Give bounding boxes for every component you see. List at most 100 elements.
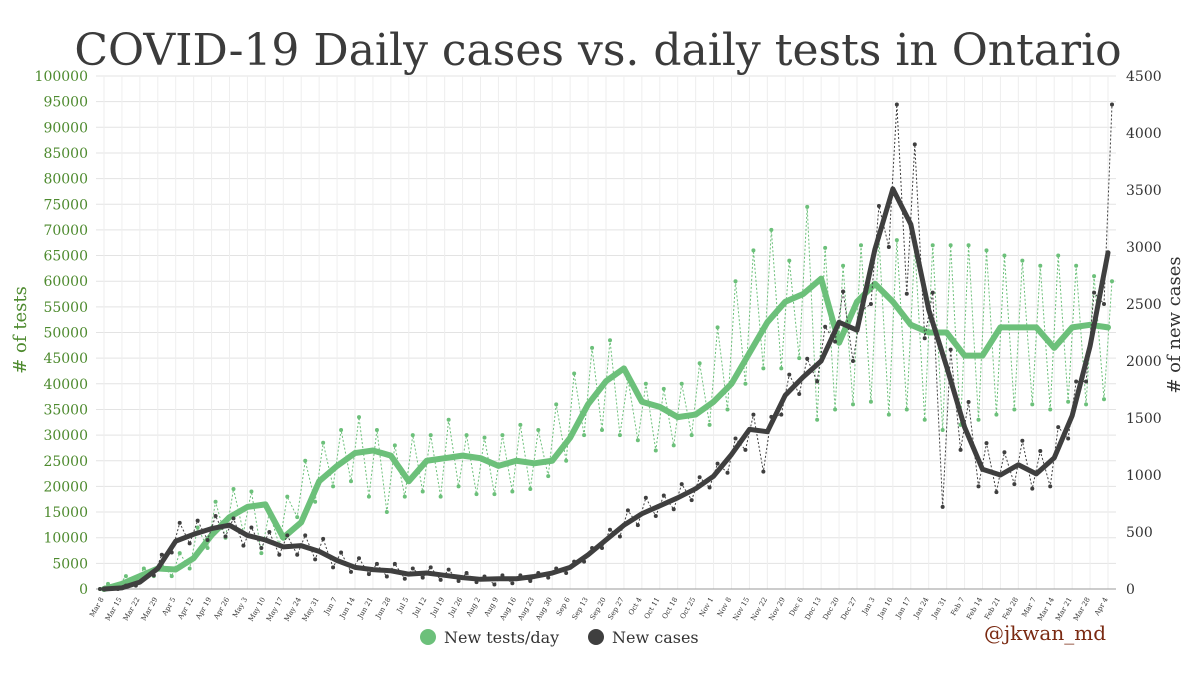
x-tick-label: Nov 8 [716,596,733,618]
x-tick-label: Nov 15 [732,596,752,622]
x-tick-label: May 31 [301,596,321,623]
daily-peak-point [249,489,254,494]
daily-peak-point [643,381,648,386]
daily-trough-point [187,566,192,571]
daily-trough-point [707,422,712,427]
daily-peak-point [1020,438,1025,443]
x-tick-label: Aug 23 [516,596,536,623]
daily-trough-point [922,417,927,422]
daily-peak-point [787,258,792,263]
y-left-tick-label: 0 [79,582,88,598]
x-tick-label: Aug 30 [534,596,554,623]
daily-trough-point [617,433,622,438]
daily-peak-point [231,486,236,491]
daily-peak-point [285,533,290,538]
daily-trough-point [564,458,569,463]
daily-trough-point [384,574,389,579]
daily-trough-point [223,534,228,539]
y-left-tick-label: 50000 [43,326,88,342]
daily-trough-point [331,565,336,570]
daily-trough-point [295,552,300,557]
daily-trough-point [940,427,945,432]
daily-trough-point [349,479,353,484]
daily-peak-point [195,518,200,523]
y-left-tick-label: 70000 [43,223,88,239]
x-tick-label: Jun 21 [356,596,375,621]
daily-peak-point [805,204,810,209]
daily-peak-point [679,482,684,487]
daily-peak-point [177,551,182,556]
y-right-tick-label: 2500 [1126,297,1162,313]
x-tick-label: Apr 4 [1093,596,1110,618]
x-tick-label: Mar 8 [88,596,106,619]
daily-trough-point [1066,399,1071,404]
x-tick-label: Oct 4 [627,596,644,617]
daily-trough-point [779,366,784,371]
x-tick-label: Jul 12 [411,596,429,619]
y-left-tick-label: 20000 [43,479,88,495]
y-left-tick-label: 45000 [43,351,88,367]
x-tick-label: Apr 19 [194,596,213,622]
y-left-tick-label: 95000 [43,95,88,111]
x-tick-label: Jun 14 [338,596,357,621]
daily-trough-point [922,336,927,341]
daily-trough-point [797,356,802,361]
x-tick-label: Oct 25 [679,596,698,620]
daily-peak-point [410,433,415,438]
daily-trough-point [904,291,909,296]
daily-trough-point [366,572,371,577]
chart-title: COVID-19 Daily cases vs. daily tests in … [74,25,1121,76]
series-average-line [101,275,1111,592]
daily-trough-point [976,417,981,422]
daily-peak-point [1074,263,1079,268]
daily-peak-point [482,435,487,440]
daily-peak-point [841,289,846,294]
daily-peak-point [428,433,433,438]
x-tick-label: Jul 26 [447,596,465,619]
y-right-tick-label: 0 [1126,582,1135,598]
x-tick-label: Jan 10 [876,596,895,620]
x-tick-label: Apr 12 [176,596,195,622]
daily-peak-point [733,436,738,441]
daily-trough-point [851,402,855,407]
daily-trough-point [492,582,497,587]
left-axis-ticks: 0 5000 10000 15000 20000 25000 30000 35000 40000… [35,69,88,598]
legend-tests-label: New tests/day [444,628,559,647]
daily-trough-point [349,569,353,574]
daily-trough-point [635,438,640,443]
daily-trough-point [743,447,748,452]
daily-trough-point [313,557,318,562]
daily-trough-point [510,489,515,494]
y-left-tick-label: 60000 [43,274,88,290]
daily-trough-point [671,507,676,512]
y-left-tick-label: 100000 [35,69,88,85]
daily-trough-point [402,494,407,499]
daily-peak-point [966,243,971,248]
x-tick-label: Dec 20 [821,596,840,621]
daily-trough-point [743,381,748,386]
x-tick-label: Jun 7 [322,596,339,617]
x-tick-label: Nov 1 [698,596,715,618]
daily-trough-point [689,433,694,438]
x-tick-label: Feb 14 [965,596,984,621]
x-tick-label: Sep 27 [606,596,625,621]
series-layer [98,102,1114,592]
series-average-line [101,186,1111,592]
daily-trough-point [1030,402,1035,407]
daily-peak-point [715,461,720,466]
daily-peak-point [195,525,200,530]
daily-peak-point [141,566,146,571]
daily-trough-point [815,417,820,422]
daily-peak-point [751,248,756,253]
x-tick-label: Dec 13 [804,596,823,621]
y-left-tick-label: 15000 [43,505,88,521]
daily-peak-point [966,400,971,405]
daily-trough-point [564,571,569,576]
daily-trough-point [886,245,891,249]
daily-trough-point [600,427,604,432]
daily-trough-point [169,574,174,579]
daily-trough-point [582,433,587,438]
daily-trough-point [833,407,838,412]
daily-trough-point [456,579,461,584]
